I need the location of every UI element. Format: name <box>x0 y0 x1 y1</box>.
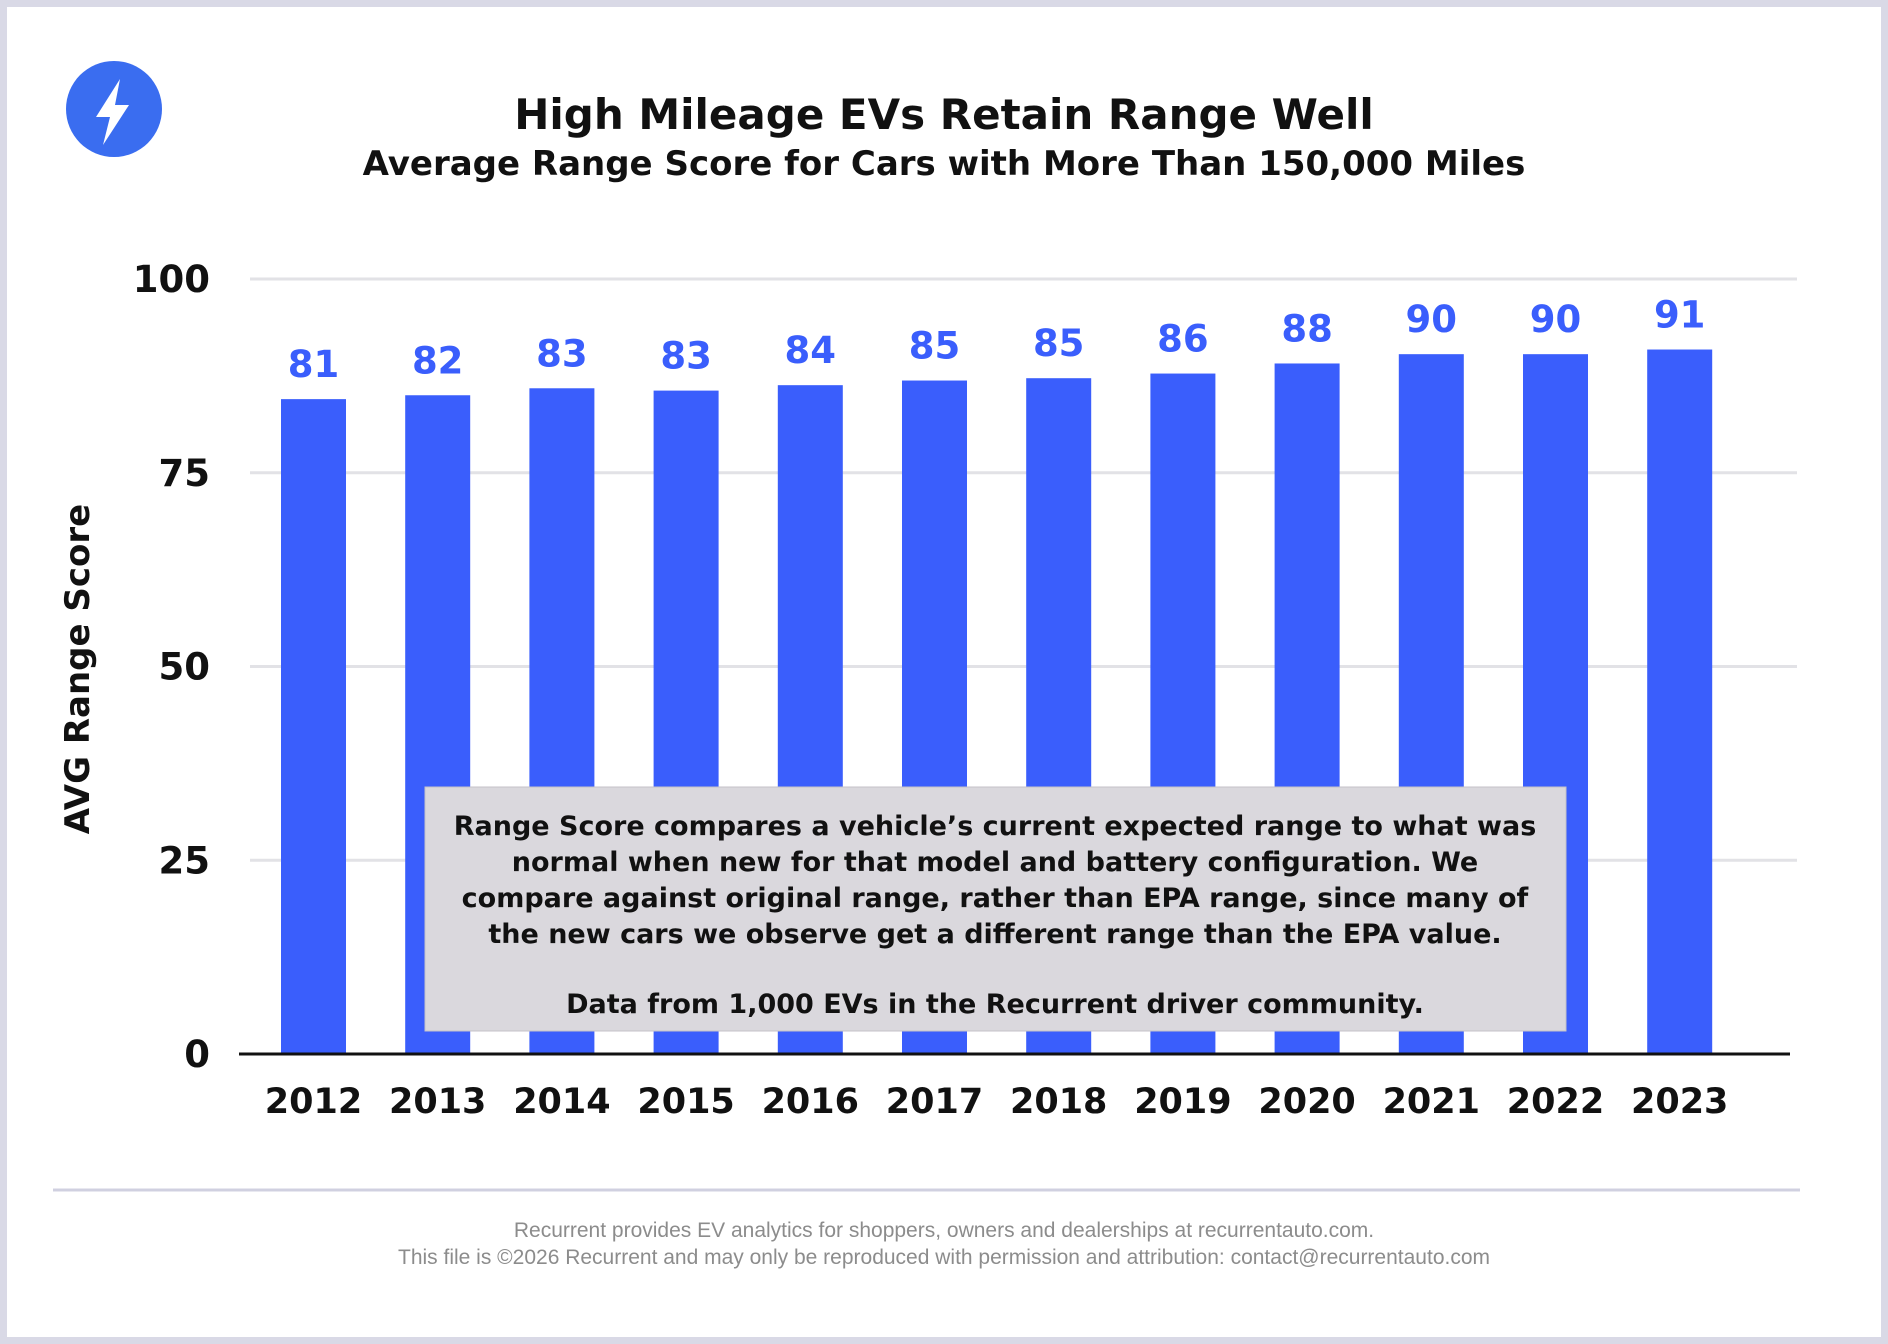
x-tick-label-2018: 2018 <box>1010 1082 1107 1122</box>
footer-line-2: This file is ©2026 Recurrent and may onl… <box>398 1246 1490 1269</box>
note-line-1: Range Score compares a vehicle’s current… <box>454 811 1537 842</box>
x-tick-label-2013: 2013 <box>389 1082 486 1122</box>
lightning-bolt-icon <box>96 79 129 145</box>
data-label-2020: 88 <box>1281 307 1333 350</box>
y-tick-label-0: 0 <box>184 1033 210 1076</box>
note-line-2: normal when new for that model and batte… <box>512 847 1478 878</box>
data-label-2022: 90 <box>1530 298 1582 341</box>
y-tick-label-75: 75 <box>159 452 211 495</box>
data-label-2012: 81 <box>288 343 340 386</box>
x-tick-labels: 2012 2013 2014 2015 2016 2017 2018 2019 2020 2021… <box>265 1082 1729 1122</box>
data-label-2021: 90 <box>1406 298 1458 341</box>
x-tick-label-2019: 2019 <box>1134 1082 1231 1122</box>
data-label-2019: 86 <box>1157 318 1209 361</box>
data-label-2014: 83 <box>536 332 588 375</box>
x-tick-label-2022: 2022 <box>1507 1082 1604 1122</box>
x-tick-label-2023: 2023 <box>1631 1082 1728 1122</box>
data-label-2013: 82 <box>412 339 464 382</box>
x-tick-label-2021: 2021 <box>1383 1082 1480 1122</box>
chart-title: High Mileage EVs Retain Range Well <box>514 90 1374 139</box>
note-background <box>424 786 1567 1032</box>
y-axis-label: AVG Range Score <box>58 504 98 834</box>
data-labels: 81 82 83 83 84 85 85 86 88 90 90 91 <box>288 294 1706 387</box>
brand-logo <box>66 61 162 157</box>
data-label-2023: 91 <box>1654 294 1706 337</box>
bar-2012 <box>281 399 346 1054</box>
chart-frame: High Mileage EVs Retain Range Well Avera… <box>7 7 1881 1337</box>
data-label-2018: 85 <box>1033 322 1085 365</box>
data-label-2016: 84 <box>785 329 837 372</box>
x-tick-label-2012: 2012 <box>265 1082 362 1122</box>
x-tick-label-2016: 2016 <box>762 1082 859 1122</box>
y-tick-label-25: 25 <box>159 839 211 882</box>
chart-canvas: High Mileage EVs Retain Range Well Avera… <box>53 61 1800 1269</box>
note-line-3: compare against original range, rather t… <box>462 883 1529 914</box>
x-tick-label-2014: 2014 <box>513 1082 610 1122</box>
x-tick-label-2017: 2017 <box>886 1082 983 1122</box>
note-line-4: the new cars we observe get a different … <box>488 919 1501 950</box>
data-label-2015: 83 <box>660 335 712 378</box>
y-tick-label-50: 50 <box>159 646 211 689</box>
y-tick-label-100: 100 <box>133 258 210 301</box>
bar-2023 <box>1647 349 1713 1054</box>
footer-line-1: Recurrent provides EV analytics for shop… <box>514 1219 1374 1242</box>
note-source: Data from 1,000 EVs in the Recurrent dri… <box>566 989 1424 1020</box>
data-label-2017: 85 <box>909 325 961 368</box>
x-tick-label-2015: 2015 <box>637 1082 734 1122</box>
y-tick-labels: 0 25 50 75 100 <box>133 258 210 1076</box>
chart-subtitle: Average Range Score for Cars with More T… <box>363 144 1526 184</box>
x-tick-label-2020: 2020 <box>1258 1082 1355 1122</box>
note-box: Range Score compares a vehicle’s current… <box>424 786 1567 1032</box>
